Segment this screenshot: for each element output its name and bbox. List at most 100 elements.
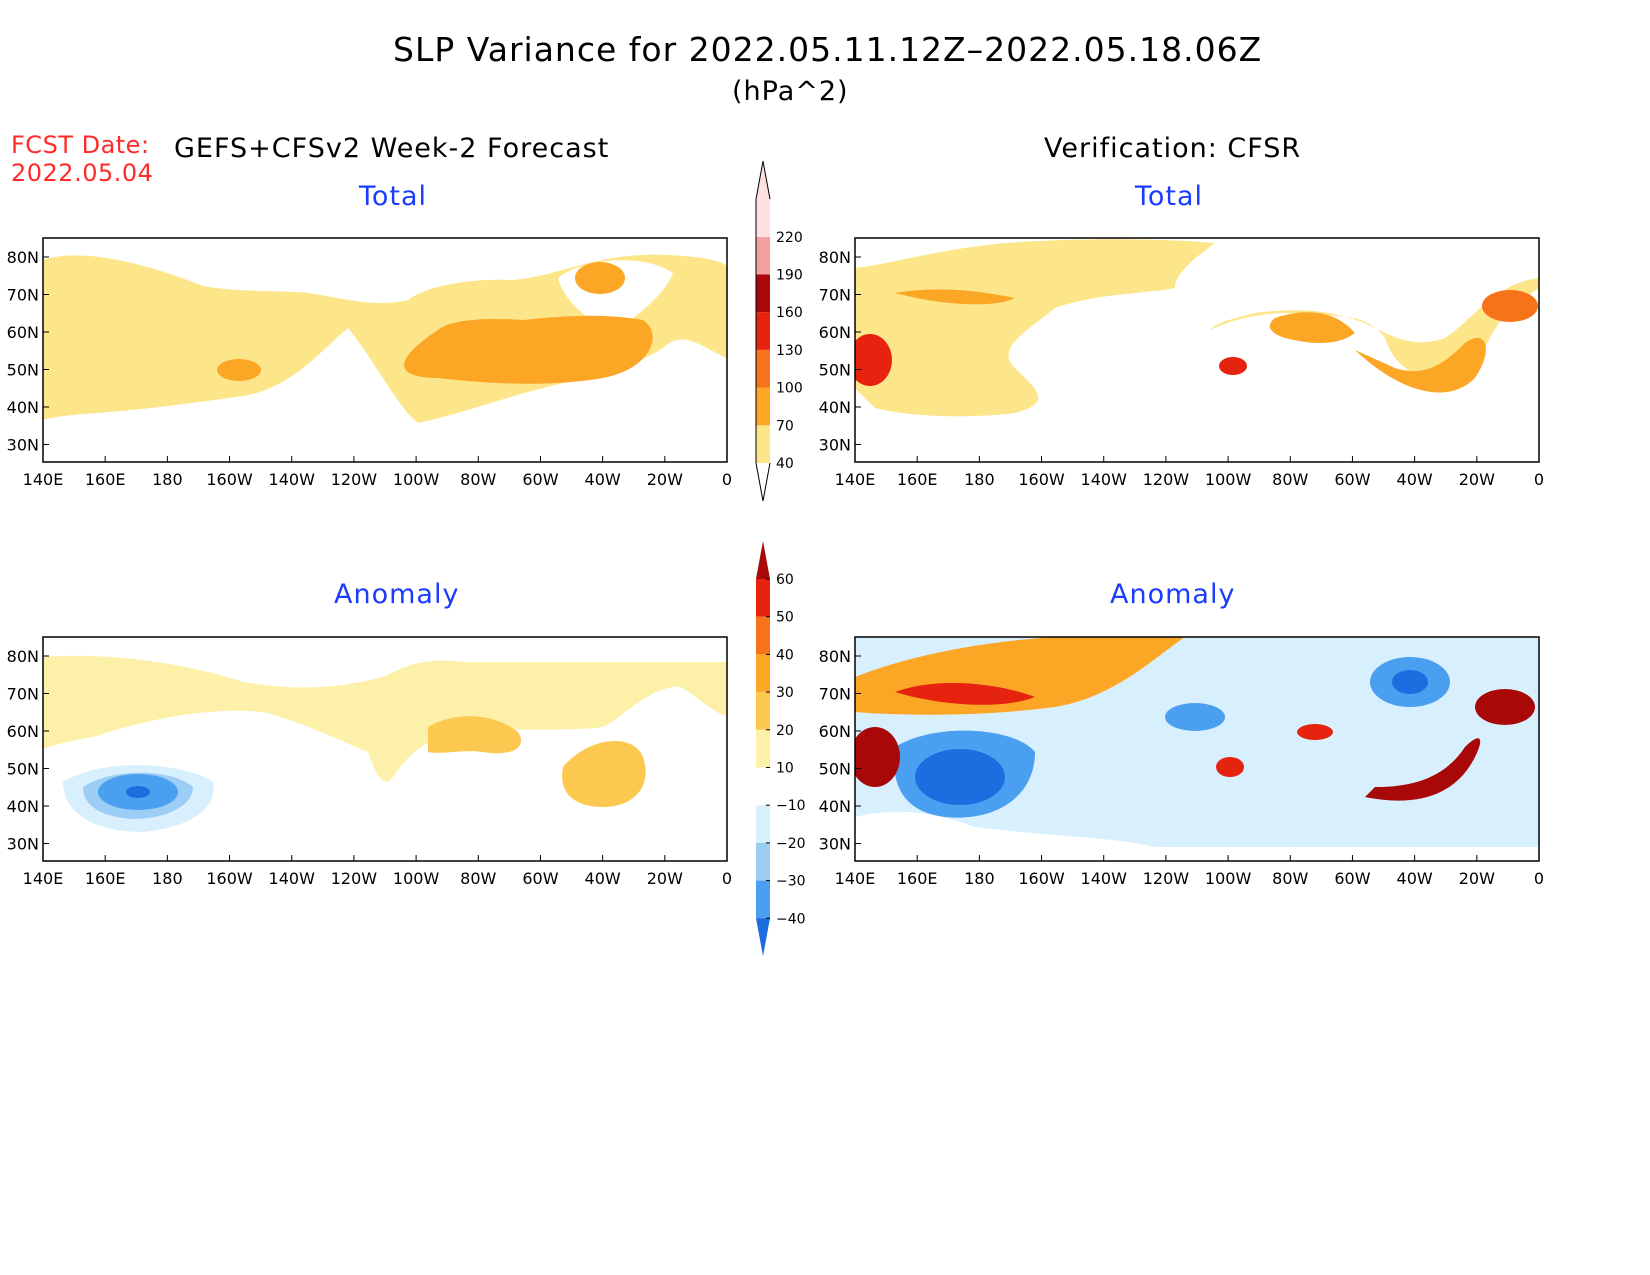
colorbar-total-swatch	[756, 425, 770, 463]
lon-tick-label: 120W	[1143, 470, 1190, 489]
verification-anomaly-map	[854, 636, 1540, 862]
verification-anomaly-band-60-west	[855, 727, 900, 787]
lat-tick-label: 60N	[819, 323, 851, 342]
verification-total-map	[854, 237, 1540, 463]
colorbar-anomaly: 60 50 40 30 20 10 −10 −20 −30 −40	[756, 541, 806, 957]
lat-tick-label: 70N	[7, 685, 39, 704]
verification-total-band-40-70-east	[1210, 278, 1539, 388]
lon-tick-label: 180	[152, 470, 183, 489]
colorbar-total-label: 190	[776, 268, 803, 284]
colorbar-total-label: 160	[776, 305, 803, 321]
colorbar-anomaly-swatch	[756, 767, 770, 806]
lon-tick-label: 60W	[1334, 470, 1370, 489]
lon-tick-label: 0	[1534, 470, 1544, 489]
lat-tick-label: 30N	[7, 436, 39, 455]
forecast-anomaly-band-10-20	[43, 655, 727, 782]
lon-tick-label: 100W	[1205, 470, 1252, 489]
lat-tick-label: 70N	[819, 685, 851, 704]
colorbar-total-arrow-top	[755, 161, 771, 200]
colorbar-anomaly-label: −10	[776, 798, 806, 814]
lon-tick-label: 100W	[393, 869, 440, 888]
verification-total-band-130-160	[855, 334, 892, 386]
lat-tick-label: 60N	[7, 722, 39, 741]
map-frame	[42, 636, 728, 862]
verification-total-title: Total	[1135, 181, 1204, 212]
lat-tick-label: 50N	[7, 361, 39, 380]
lon-tick-label: 160W	[206, 470, 253, 489]
lon-tick-label: 140W	[269, 470, 316, 489]
lat-tick-label: 70N	[819, 286, 851, 305]
colorbar-total-swatch	[756, 199, 770, 237]
units-label: (hPa^2)	[732, 76, 849, 107]
lon-tick-label: 40W	[1397, 470, 1433, 489]
forecast-total-band-70-100	[404, 315, 653, 384]
verification-total-band-40-70-west	[855, 239, 1215, 417]
lon-tick-label: 60W	[1334, 869, 1370, 888]
forecast-total-map	[42, 237, 728, 463]
lon-tick-label: 140E	[835, 869, 876, 888]
lon-tick-label: 80W	[460, 470, 496, 489]
lat-tick-label: 80N	[819, 248, 851, 267]
colorbar-total-swatch	[756, 274, 770, 313]
verification-anomaly-title: Anomaly	[1110, 579, 1236, 610]
lon-tick-label: 20W	[647, 470, 683, 489]
map-frame	[854, 636, 1540, 862]
lon-tick-label: 20W	[1459, 869, 1495, 888]
verification-header: Verification: CFSR	[1044, 133, 1302, 164]
lon-tick-label: 140W	[1081, 869, 1128, 888]
colorbar-total-label: 130	[776, 343, 803, 359]
colorbar-anomaly-label: 60	[776, 572, 794, 588]
lon-tick-label: 140E	[835, 470, 876, 489]
lon-tick-label: 180	[964, 869, 995, 888]
lon-tick-label: 120W	[331, 869, 378, 888]
lon-tick-label: 180	[152, 869, 183, 888]
colorbar-total-swatch	[756, 312, 770, 350]
forecast-total-title: Total	[359, 181, 428, 212]
lon-tick-label: 0	[1534, 869, 1544, 888]
lon-tick-label: 0	[722, 869, 732, 888]
lat-tick-label: 40N	[819, 398, 851, 417]
lat-tick-label: 40N	[819, 797, 851, 816]
lat-tick-label: 80N	[7, 248, 39, 267]
lon-tick-label: 160E	[897, 470, 938, 489]
colorbar-anomaly-label: 50	[776, 610, 794, 626]
lon-tick-label: 160E	[85, 470, 126, 489]
verification-total-band-70-100-labrador	[1269, 312, 1355, 343]
colorbar-anomaly-swatch	[756, 842, 770, 881]
lon-tick-label: 80W	[1272, 470, 1308, 489]
colorbar-total: 40 70 100 130 160 190 220	[755, 161, 803, 502]
forecast-anomaly-band-20-30-canada	[428, 716, 522, 754]
lon-tick-label: 160W	[1018, 470, 1065, 489]
verification-total-band-130-160-central	[1219, 357, 1247, 375]
colorbar-anomaly-arrow-bottom	[756, 918, 770, 957]
lon-tick-label: 40W	[1397, 869, 1433, 888]
verification-anomaly-band-60-atlantic	[1365, 738, 1481, 801]
colorbar-anomaly-label: −30	[776, 874, 806, 890]
lon-tick-label: 20W	[1459, 470, 1495, 489]
fcst-date-value: 2022.05.04	[11, 159, 154, 187]
verification-anomaly-band-60-east	[1475, 689, 1535, 725]
verification-anomaly-band-50-central	[1216, 757, 1244, 777]
colorbar-total-label: 220	[776, 230, 803, 246]
lon-tick-label: 120W	[1143, 869, 1190, 888]
colorbar-anomaly-label: 10	[776, 761, 794, 777]
forecast-anomaly-band-20-30-atlantic	[562, 740, 646, 807]
colorbar-anomaly-label: −40	[776, 911, 806, 927]
colorbar-total-arrow-bottom	[755, 462, 771, 502]
lon-tick-label: 160E	[897, 869, 938, 888]
lon-tick-label: 80W	[460, 869, 496, 888]
forecast-anomaly-title: Anomaly	[334, 579, 460, 610]
forecast-header: GEFS+CFSv2 Week-2 Forecast	[174, 133, 610, 164]
forecast-anomaly-core	[126, 786, 150, 798]
lon-tick-label: 160W	[206, 869, 253, 888]
lat-tick-label: 80N	[819, 647, 851, 666]
lat-tick-label: 30N	[819, 835, 851, 854]
verification-anomaly-band-50-60-north	[895, 682, 1035, 705]
colorbar-anomaly-arrow-top	[756, 541, 770, 579]
fcst-date-label: FCST Date:	[11, 131, 150, 159]
lat-tick-label: 50N	[819, 760, 851, 779]
colorbar-anomaly-swatch	[756, 616, 770, 655]
lon-tick-label: 40W	[585, 470, 621, 489]
colorbar-anomaly-swatch	[756, 880, 770, 919]
lat-tick-label: 70N	[7, 286, 39, 305]
